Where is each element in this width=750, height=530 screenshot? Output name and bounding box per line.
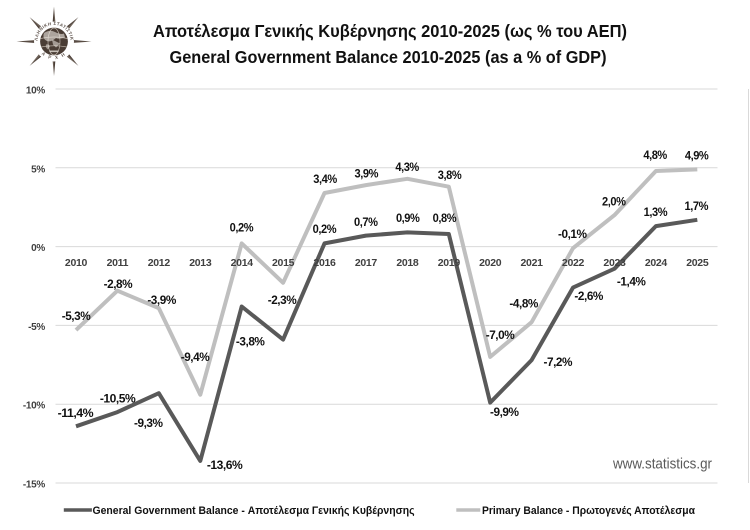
svg-text:3,4%: 3,4% (313, 174, 337, 186)
svg-text:2011: 2011 (107, 257, 129, 269)
svg-text:2012: 2012 (148, 257, 171, 269)
svg-text:3,8%: 3,8% (438, 170, 462, 182)
svg-text:-2,6%: -2,6% (574, 291, 603, 303)
svg-text:-9,9%: -9,9% (490, 407, 519, 419)
svg-text:-9,3%: -9,3% (134, 418, 163, 430)
svg-text:-11,4%: -11,4% (58, 408, 94, 420)
svg-text:-4,8%: -4,8% (509, 299, 538, 311)
svg-text:2017: 2017 (355, 257, 378, 269)
svg-text:-0,1%: -0,1% (558, 229, 587, 241)
svg-text:10%: 10% (26, 86, 46, 97)
svg-text:1,7%: 1,7% (685, 201, 709, 213)
svg-text:-10%: -10% (23, 401, 46, 412)
svg-text:-3,9%: -3,9% (147, 295, 176, 307)
svg-text:0,2%: 0,2% (313, 224, 337, 236)
svg-text:2013: 2013 (189, 257, 212, 269)
svg-text:0,2%: 0,2% (230, 223, 254, 235)
svg-text:4,9%: 4,9% (685, 150, 709, 162)
svg-text:2014: 2014 (231, 257, 254, 269)
svg-text:0,7%: 0,7% (354, 217, 378, 229)
svg-text:2019: 2019 (438, 257, 461, 269)
svg-text:-15%: -15% (23, 480, 46, 491)
svg-text:General Government Balance - Α: General Government Balance - Αποτέλεσμα … (93, 505, 415, 517)
svg-text:-13,6%: -13,6% (207, 460, 243, 472)
svg-text:2025: 2025 (686, 257, 709, 269)
svg-text:-1,4%: -1,4% (617, 277, 646, 289)
svg-text:-7,0%: -7,0% (486, 330, 515, 342)
svg-text:Primary Balance - Πρωτογενές Α: Primary Balance - Πρωτογενές Αποτέλεσμα (482, 505, 695, 517)
svg-text:0%: 0% (31, 243, 45, 254)
svg-text:4,8%: 4,8% (643, 150, 667, 162)
svg-text:0,9%: 0,9% (396, 213, 420, 225)
svg-text:Αποτέλεσμα Γενικής Κυβέρνησης: Αποτέλεσμα Γενικής Κυβέρνησης 2010-2025 … (153, 21, 627, 41)
svg-text:2018: 2018 (396, 257, 419, 269)
svg-text:4,3%: 4,3% (395, 162, 419, 174)
svg-text:-3,8%: -3,8% (236, 337, 265, 349)
svg-text:-2,8%: -2,8% (104, 279, 133, 291)
svg-text:-9,4%: -9,4% (181, 352, 210, 364)
svg-text:2023: 2023 (603, 257, 626, 269)
svg-text:2024: 2024 (645, 257, 668, 269)
svg-text:-2,3%: -2,3% (268, 295, 297, 307)
svg-text:2016: 2016 (313, 257, 336, 269)
svg-text:5%: 5% (31, 164, 45, 175)
svg-text:2015: 2015 (272, 257, 295, 269)
svg-text:2021: 2021 (521, 257, 544, 269)
svg-text:2020: 2020 (479, 257, 502, 269)
svg-text:2,0%: 2,0% (602, 197, 626, 209)
svg-text:3,9%: 3,9% (355, 169, 379, 181)
svg-text:0,8%: 0,8% (433, 213, 457, 225)
svg-text:-5%: -5% (28, 322, 45, 333)
svg-text:1,3%: 1,3% (644, 207, 668, 219)
svg-text:www.statistics.gr: www.statistics.gr (612, 456, 712, 473)
svg-text:2010: 2010 (65, 257, 88, 269)
svg-text:-7,2%: -7,2% (544, 357, 573, 369)
svg-text:General Government Balance 201: General Government Balance 2010-2025 (as… (170, 47, 607, 67)
svg-text:-10,5%: -10,5% (100, 394, 136, 406)
svg-text:2022: 2022 (562, 257, 585, 269)
svg-text:-5,3%: -5,3% (62, 311, 91, 323)
